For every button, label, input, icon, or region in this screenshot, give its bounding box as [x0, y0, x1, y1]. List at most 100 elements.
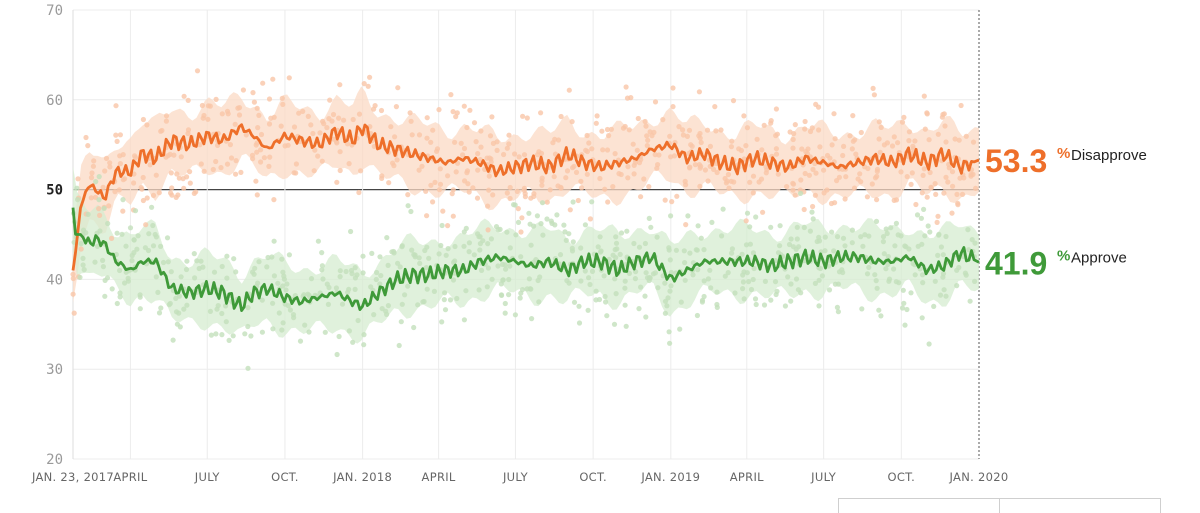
approve-poll-dot: [772, 279, 779, 285]
approve-poll-dot: [411, 324, 417, 331]
disapprove-poll-dot: [668, 154, 674, 160]
disapprove-poll-dot: [583, 147, 589, 153]
approve-poll-dot: [85, 211, 91, 217]
disapprove-poll-dot: [763, 170, 769, 176]
disapprove-poll-dot: [584, 171, 590, 177]
approve-poll-dot: [503, 266, 509, 272]
disapprove-poll-dot: [489, 114, 495, 120]
approve-poll-dot: [337, 274, 343, 280]
disapprove-poll-dot: [267, 154, 273, 160]
approve-poll-dot: [740, 286, 746, 292]
disapprove-poll-dot: [564, 168, 571, 174]
disapprove-poll-dot: [356, 111, 363, 117]
approve-poll-dot: [795, 287, 802, 293]
disapprove-poll-dot: [604, 126, 611, 133]
disapprove-poll-dot: [597, 175, 603, 182]
approve-poll-dot: [150, 222, 156, 229]
disapprove-poll-dot: [644, 143, 650, 149]
approve-poll-dot: [439, 222, 445, 229]
approve-poll-dot: [334, 351, 340, 358]
approve-poll-dot: [352, 286, 358, 292]
disapprove-poll-dot: [488, 159, 494, 165]
disapprove-poll-dot: [507, 184, 513, 191]
disapprove-poll-dot: [71, 310, 77, 316]
approve-poll-dot: [248, 333, 254, 339]
approve-poll-dot: [613, 291, 619, 297]
disapprove-poll-dot: [630, 141, 636, 147]
disapprove-poll-dot: [807, 128, 814, 135]
approve-poll-dot: [526, 210, 532, 216]
approve-poll-dot: [125, 278, 131, 284]
disapprove-poll-dot: [319, 158, 325, 164]
disapprove-poll-dot: [587, 216, 594, 222]
approve-poll-dot: [585, 307, 591, 313]
disapprove-poll-dot: [167, 151, 173, 157]
approve-poll-dot: [921, 206, 927, 212]
approve-poll-dot: [114, 300, 120, 307]
approve-poll-dot: [622, 285, 628, 291]
approve-poll-dot: [348, 267, 355, 274]
x-tick-label: APRIL: [113, 470, 147, 484]
approve-poll-dot: [134, 246, 140, 252]
approve-poll-dot: [191, 251, 197, 257]
y-tick-label: 40: [46, 272, 63, 288]
disapprove-poll-dot: [470, 185, 476, 191]
disapprove-poll-dot: [743, 143, 749, 149]
approve-poll-dot: [622, 302, 628, 308]
approve-poll-dot: [936, 231, 942, 237]
disapprove-poll-dot: [475, 151, 481, 157]
approve-poll-dot: [956, 264, 962, 271]
approve-poll-dot: [399, 301, 405, 307]
approve-poll-dot: [643, 270, 649, 276]
approve-poll-dot: [137, 292, 143, 298]
approve-poll-dot: [582, 222, 589, 228]
approve-poll-dot: [104, 275, 111, 281]
approve-poll-dot: [593, 288, 599, 294]
disapprove-poll-dot: [312, 147, 318, 153]
approve-poll-dot: [652, 270, 659, 276]
disapprove-poll-dot: [865, 165, 871, 172]
disapprove-poll-dot: [174, 171, 180, 177]
disapprove-poll-dot: [827, 155, 833, 161]
disapprove-poll-dot: [103, 155, 110, 161]
disapprove-poll-dot: [147, 162, 153, 168]
disapprove-poll-dot: [191, 190, 197, 196]
disapprove-poll-dot: [324, 125, 330, 131]
approve-poll-dot: [940, 252, 946, 258]
approve-poll-dot: [587, 281, 593, 288]
disapprove-poll-dot: [832, 200, 838, 206]
disapprove-poll-dot: [829, 142, 835, 148]
control-box-right[interactable]: [999, 498, 1161, 513]
approve-poll-dot: [705, 276, 712, 282]
approve-poll-dot: [114, 230, 120, 236]
approve-poll-dot: [168, 269, 174, 275]
disapprove-poll-dot: [878, 124, 884, 130]
disapprove-poll-dot: [743, 218, 749, 224]
disapprove-poll-dot: [906, 129, 913, 135]
disapprove-poll-dot: [874, 173, 880, 179]
approve-poll-dot: [498, 292, 504, 298]
disapprove-poll-dot: [293, 170, 299, 176]
disapprove-poll-dot: [258, 147, 264, 153]
disapprove-poll-dot: [920, 172, 926, 178]
approve-poll-dot: [226, 337, 232, 343]
disapprove-poll-dot: [932, 181, 938, 187]
disapprove-poll-dot: [945, 179, 951, 185]
disapprove-poll-dot: [919, 190, 925, 196]
disapprove-poll-dot: [520, 113, 526, 119]
x-tick-label: OCT.: [888, 470, 916, 484]
average-lines: [71, 123, 980, 313]
approve-poll-dot: [320, 276, 326, 282]
disapprove-poll-dot: [519, 215, 525, 221]
disapprove-poll-dot: [511, 151, 518, 157]
approve-poll-dot: [165, 259, 171, 265]
approve-poll-dot: [518, 254, 524, 260]
y-tick-label: 30: [46, 362, 63, 378]
disapprove-poll-dot: [697, 130, 703, 137]
disapprove-poll-dot: [251, 99, 257, 105]
approve-poll-dot: [892, 243, 898, 249]
approve-poll-dot: [336, 333, 342, 340]
disapprove-poll-dot: [606, 133, 612, 139]
control-box-left[interactable]: [838, 498, 1000, 513]
